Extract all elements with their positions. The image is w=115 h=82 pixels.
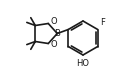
Text: O: O <box>50 41 56 50</box>
Text: B: B <box>54 29 60 38</box>
Text: F: F <box>99 19 104 27</box>
Text: O: O <box>50 17 56 26</box>
Text: HO: HO <box>76 59 89 68</box>
